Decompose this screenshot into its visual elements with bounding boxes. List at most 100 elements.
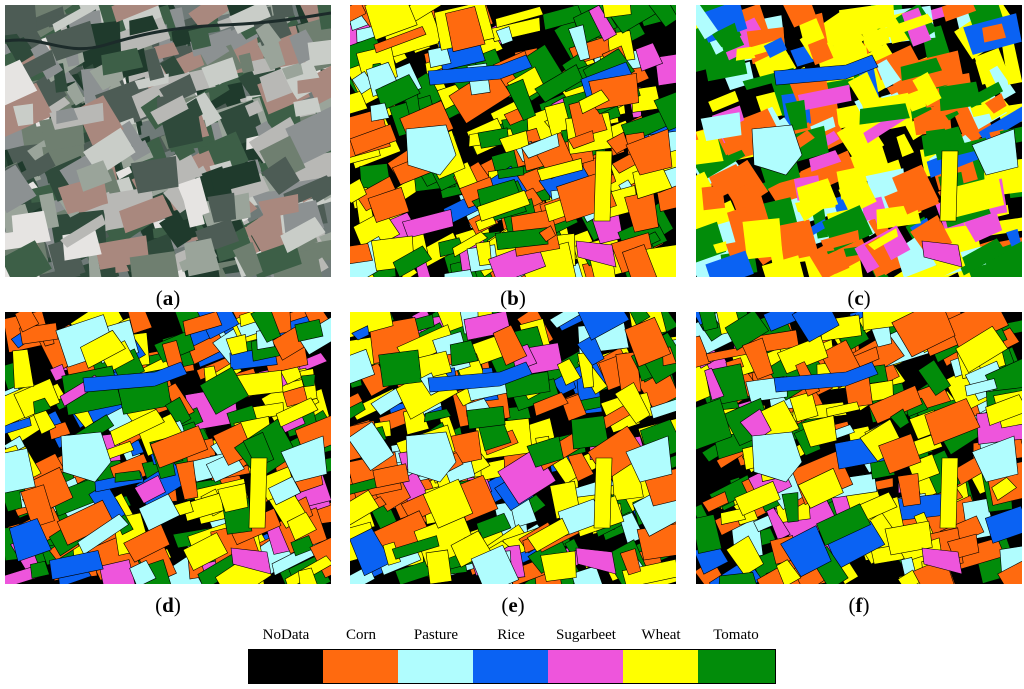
large-field xyxy=(575,240,617,268)
large-field xyxy=(921,547,963,575)
crop-field xyxy=(801,415,838,448)
class-legend: NoData Corn Pasture Rice Sugarbeet Wheat… xyxy=(248,627,776,685)
satellite-field xyxy=(317,5,331,30)
crop-field xyxy=(878,433,922,474)
crop-field xyxy=(622,244,657,277)
satellite-field xyxy=(207,192,237,223)
crop-field xyxy=(350,5,367,22)
satellite-field xyxy=(5,240,52,277)
crop-field xyxy=(495,26,514,45)
crop-field xyxy=(14,312,40,333)
panel-a-satellite-image xyxy=(5,5,331,277)
crop-field xyxy=(836,166,867,200)
crop-field xyxy=(350,123,397,156)
crop-field xyxy=(373,26,427,54)
satellite-field xyxy=(5,5,38,36)
crop-field xyxy=(30,560,50,579)
satellite-field xyxy=(64,81,85,106)
crop-field xyxy=(876,59,901,89)
panel-label-f: (f) xyxy=(848,593,870,617)
satellite-field xyxy=(261,156,300,195)
legend-label-pasture: Pasture xyxy=(413,627,459,643)
crop-field xyxy=(350,392,364,408)
crop-field xyxy=(700,112,742,141)
crop-field xyxy=(12,348,35,389)
panel-d-classification-map xyxy=(5,312,331,584)
satellite-field xyxy=(144,47,165,81)
large-field xyxy=(575,547,617,575)
crop-field xyxy=(538,225,556,243)
satellite-field xyxy=(129,15,159,36)
satellite-field xyxy=(5,59,38,106)
crop-field xyxy=(526,436,564,468)
legend-label-wheat: Wheat xyxy=(641,627,681,643)
large-field xyxy=(405,124,457,176)
legend-swatch-rice xyxy=(473,649,549,684)
crop-field xyxy=(150,425,209,469)
crop-field xyxy=(734,480,781,516)
crop-field xyxy=(466,405,506,430)
crop-field xyxy=(984,505,1022,544)
crop-field xyxy=(947,312,1009,349)
crop-field xyxy=(978,106,1022,143)
crop-field xyxy=(369,102,390,122)
crop-field xyxy=(900,57,942,81)
crop-field xyxy=(425,549,453,584)
crop-field xyxy=(653,91,676,132)
crop-field xyxy=(783,5,817,28)
crop-field xyxy=(452,231,488,258)
crop-field xyxy=(791,312,840,343)
crop-field xyxy=(761,255,804,277)
satellite-field xyxy=(76,160,112,192)
crop-field xyxy=(648,5,676,28)
crop-field xyxy=(372,463,410,489)
crop-field xyxy=(588,5,618,42)
crop-field xyxy=(533,392,569,417)
crop-field xyxy=(884,520,933,556)
crop-field xyxy=(699,312,719,332)
crop-field xyxy=(957,238,1007,276)
crop-field xyxy=(735,46,756,61)
crop-field xyxy=(985,394,1022,426)
satellite-field xyxy=(150,95,189,125)
crop-field xyxy=(13,378,61,419)
crop-field xyxy=(127,312,153,334)
crop-field xyxy=(701,491,729,513)
crop-field xyxy=(868,228,898,251)
crop-field xyxy=(250,312,282,343)
crop-field xyxy=(785,99,808,131)
crop-field xyxy=(577,312,630,341)
satellite-field xyxy=(201,57,239,88)
large-field xyxy=(593,457,613,529)
crop-field xyxy=(392,245,433,277)
panel-label-d: (d) xyxy=(155,593,181,617)
crop-field xyxy=(720,108,777,151)
crop-field xyxy=(129,560,157,584)
crop-field xyxy=(378,349,422,388)
crop-field xyxy=(766,507,791,541)
large-field xyxy=(971,435,1019,483)
crop-field xyxy=(557,358,582,386)
crop-field xyxy=(568,24,590,62)
crop-field xyxy=(492,324,528,366)
crop-field xyxy=(624,316,672,368)
panel-label-a: (a) xyxy=(155,286,181,310)
crop-field xyxy=(897,473,921,507)
crop-field xyxy=(505,78,536,121)
crop-field xyxy=(797,84,852,111)
crop-field xyxy=(268,476,302,506)
large-field xyxy=(625,435,673,483)
crop-field xyxy=(912,72,942,107)
crop-field xyxy=(997,560,1022,584)
legend-swatch-tomato xyxy=(698,649,776,684)
crop-field xyxy=(367,186,410,223)
crop-field xyxy=(422,478,474,529)
crop-field xyxy=(781,492,799,523)
crop-field xyxy=(182,312,223,337)
panel-label-b: (b) xyxy=(500,286,526,310)
satellite-field xyxy=(129,251,179,277)
crop-field xyxy=(820,230,860,251)
crop-field xyxy=(739,408,772,442)
crop-field xyxy=(847,71,884,117)
satellite-field xyxy=(280,216,326,253)
